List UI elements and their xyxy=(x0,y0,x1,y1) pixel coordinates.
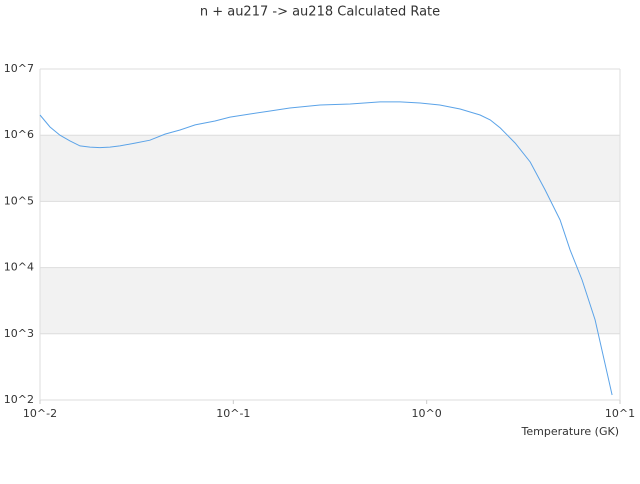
y-tick-label: 10^5 xyxy=(4,194,34,207)
y-tick-label: 10^3 xyxy=(4,327,34,340)
y-tick-label: 10^7 xyxy=(4,62,34,75)
line-series xyxy=(39,101,613,396)
x-tick-label: 10^-1 xyxy=(216,407,250,420)
x-tick-label: 10^1 xyxy=(605,407,635,420)
y-tick-label: 10^2 xyxy=(4,393,34,406)
y-tick-label: 10^4 xyxy=(4,261,34,274)
x-axis-label: Temperature (GK) xyxy=(521,425,620,438)
x-tick-label: 10^-2 xyxy=(23,407,57,420)
chart-title: n + au217 -> au218 Calculated Rate xyxy=(200,5,440,20)
x-tick-label: 10^0 xyxy=(412,407,442,420)
grid-band xyxy=(40,267,620,334)
grid-band xyxy=(40,135,620,202)
y-tick-label: 10^6 xyxy=(4,128,34,141)
